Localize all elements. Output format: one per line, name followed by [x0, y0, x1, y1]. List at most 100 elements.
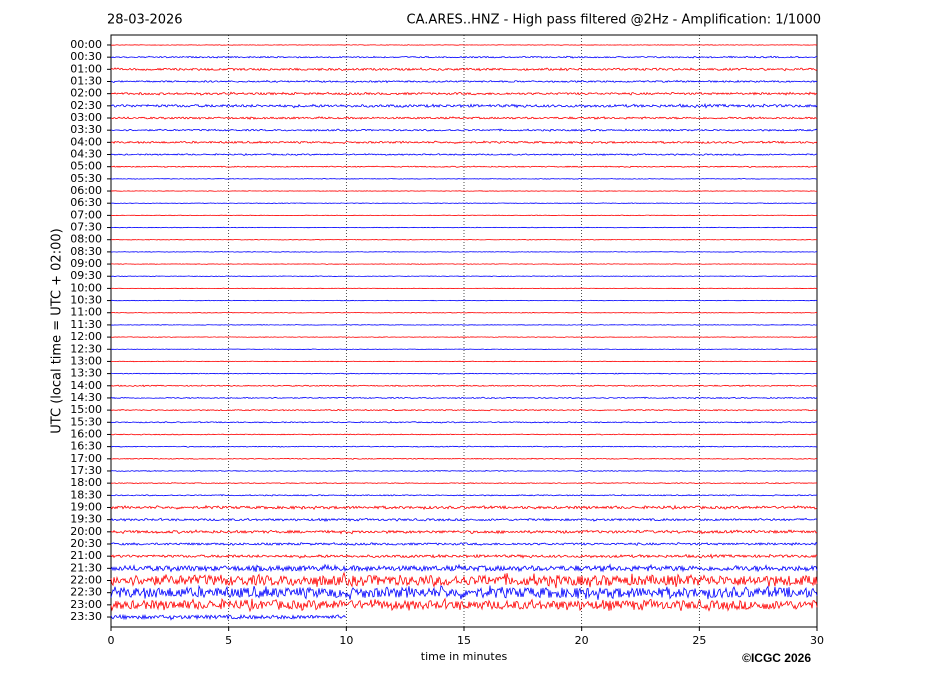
x-tick-label: 10 — [339, 634, 353, 647]
y-tick-label: 17:30 — [70, 464, 102, 477]
y-tick-label: 19:00 — [70, 500, 102, 513]
trace — [110, 457, 818, 460]
y-tick-label: 08:30 — [70, 245, 102, 258]
trace — [110, 263, 818, 265]
trace — [110, 482, 818, 485]
trace — [110, 190, 818, 192]
y-tick-label: 13:30 — [70, 367, 102, 380]
trace — [110, 55, 818, 59]
trace — [110, 311, 818, 314]
y-tick-label: 00:30 — [70, 50, 102, 63]
trace — [110, 91, 818, 96]
chart-title: CA.ARES..HNZ - High pass filtered @2Hz -… — [407, 13, 821, 28]
y-tick-label: 15:30 — [70, 415, 102, 428]
y-tick-label: 23:00 — [70, 598, 102, 611]
y-tick-label: 11:30 — [70, 318, 102, 331]
y-tick-label: 23:30 — [70, 610, 102, 623]
trace — [110, 494, 818, 497]
y-tick-label: 18:00 — [70, 476, 102, 489]
y-tick-label: 16:00 — [70, 427, 102, 440]
y-tick-label: 22:00 — [70, 574, 102, 587]
y-tick-label: 20:30 — [70, 537, 102, 550]
y-tick-label: 15:00 — [70, 403, 102, 416]
x-tick-label: 20 — [575, 634, 589, 647]
trace — [110, 541, 818, 547]
x-tick-label: 15 — [457, 634, 471, 647]
trace — [110, 336, 818, 338]
trace — [110, 372, 818, 375]
trace — [110, 469, 818, 473]
trace — [110, 571, 818, 589]
trace — [110, 116, 818, 121]
trace — [110, 584, 818, 600]
trace — [111, 165, 818, 168]
trace — [110, 140, 818, 145]
y-tick-label: 16:30 — [70, 440, 102, 453]
trace — [110, 420, 818, 424]
trace — [110, 408, 818, 412]
trace — [110, 445, 818, 448]
date: 28-03-2026 — [107, 13, 183, 28]
trace — [110, 299, 818, 302]
y-tick-label: 06:00 — [70, 184, 102, 197]
y-tick-label: 07:00 — [70, 208, 102, 221]
y-tick-label: 14:00 — [70, 379, 102, 392]
y-tick-label: 20:00 — [70, 525, 102, 538]
trace — [110, 202, 818, 205]
y-tick-label: 02:30 — [70, 99, 102, 112]
x-axis-label: time in minutes — [421, 650, 508, 663]
y-tick-label: 14:30 — [70, 391, 102, 404]
trace — [110, 226, 818, 229]
y-tick-label: 13:00 — [70, 354, 102, 367]
y-tick-label: 01:30 — [70, 74, 102, 87]
trace — [110, 238, 818, 241]
trace — [110, 613, 347, 621]
trace — [110, 396, 818, 400]
y-tick-label: 03:30 — [70, 123, 102, 136]
y-tick-label: 09:00 — [70, 257, 102, 270]
y-tick-label: 07:30 — [70, 221, 102, 234]
x-tick-label: 0 — [108, 634, 115, 647]
y-tick-label: 00:00 — [70, 38, 102, 51]
trace — [110, 433, 818, 436]
trace — [110, 348, 818, 351]
plot-frame — [110, 34, 818, 628]
trace — [110, 597, 818, 613]
y-tick-label: 18:30 — [70, 488, 102, 501]
y-tick-label: 02:00 — [70, 87, 102, 100]
trace — [110, 504, 818, 511]
x-tick-label: 25 — [692, 634, 706, 647]
y-tick-label: 12:00 — [70, 330, 102, 343]
trace — [110, 529, 818, 535]
y-tick-label: 17:00 — [70, 452, 102, 465]
trace — [110, 324, 818, 326]
y-tick-label: 04:00 — [70, 135, 102, 148]
trace — [110, 517, 818, 522]
y-tick-label: 11:00 — [70, 306, 102, 319]
trace — [110, 79, 818, 84]
y-tick-label: 08:00 — [70, 233, 102, 246]
y-tick-label: 05:30 — [70, 172, 102, 185]
y-tick-label: 06:30 — [70, 196, 102, 209]
trace — [110, 553, 818, 560]
y-tick-label: 10:00 — [70, 281, 102, 294]
x-tick-label: 30 — [810, 634, 824, 647]
y-tick-label: 12:30 — [70, 342, 102, 355]
y-tick-label: 01:00 — [70, 62, 102, 75]
trace — [110, 152, 818, 157]
y-tick-label: 19:30 — [70, 513, 102, 526]
y-tick-label: 22:30 — [70, 586, 102, 599]
y-axis-label: UTC (local time = UTC + 02:00) — [50, 228, 65, 433]
y-tick-label: 10:30 — [70, 294, 102, 307]
y-tick-label: 21:30 — [70, 561, 102, 574]
y-tick-label: 09:30 — [70, 269, 102, 282]
trace — [110, 67, 818, 72]
trace — [110, 214, 818, 217]
trace — [110, 360, 818, 363]
trace — [110, 128, 818, 132]
trace — [110, 103, 818, 109]
trace — [110, 287, 818, 290]
y-tick-label: 05:00 — [70, 160, 102, 173]
trace — [110, 251, 818, 253]
